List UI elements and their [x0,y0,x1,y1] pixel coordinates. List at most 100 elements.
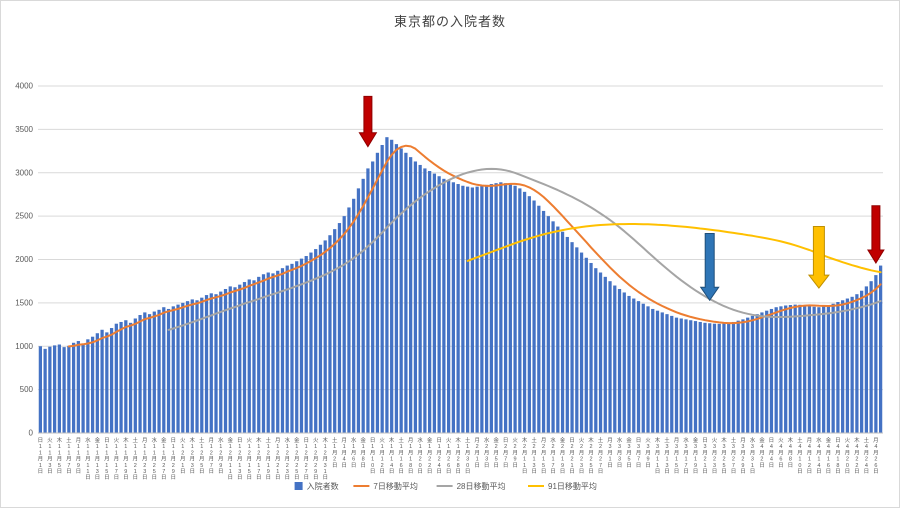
bar [793,304,797,433]
bar [328,235,332,433]
bar [238,284,242,433]
bar [166,308,171,433]
bar [171,306,175,433]
bar [727,322,731,433]
bar [513,185,517,433]
bar [822,306,826,433]
bar [413,161,418,433]
y-tick-label: 2000 [15,255,33,264]
bar [589,262,593,433]
bar [342,216,346,433]
bar [541,210,546,433]
bar [769,308,774,433]
bar [309,252,313,433]
bar [803,305,807,433]
bar [361,178,365,433]
bar [423,168,427,433]
bar [603,276,607,433]
bar [679,318,683,433]
y-tick-label: 1500 [15,298,33,307]
y-tick-label: 4000 [15,82,33,91]
bar [285,265,289,433]
bar [579,252,584,433]
bar [741,319,745,433]
bar [864,286,869,433]
bar [755,314,759,433]
bar [356,188,361,433]
bar [518,188,522,433]
bar [409,157,413,433]
legend-marker-line [353,485,370,487]
bar [67,345,71,433]
bar [295,261,299,433]
bar [798,304,802,433]
bar [162,307,166,433]
bar [62,347,66,433]
bar [470,187,474,433]
bar [385,137,389,433]
bar [760,312,764,433]
bar [314,249,318,433]
bar [371,161,375,433]
legend-label: 入院者数 [307,481,339,491]
bar [390,139,394,433]
bar [380,144,384,434]
bar [708,323,712,433]
bar [442,178,446,433]
bar [266,272,270,433]
bar [717,323,721,433]
bar [765,310,769,433]
y-tick-label: 3000 [15,168,33,177]
bar [879,265,883,433]
bar [522,191,527,433]
bar [280,268,285,433]
bar [347,207,351,433]
bar [670,315,674,433]
bar [712,323,717,433]
bar [565,236,569,433]
bar [100,329,104,433]
bar [632,298,636,433]
bar [546,216,550,433]
bar [527,196,531,433]
bar [318,244,323,433]
bar [617,288,622,433]
annotation-arrow [807,226,830,289]
